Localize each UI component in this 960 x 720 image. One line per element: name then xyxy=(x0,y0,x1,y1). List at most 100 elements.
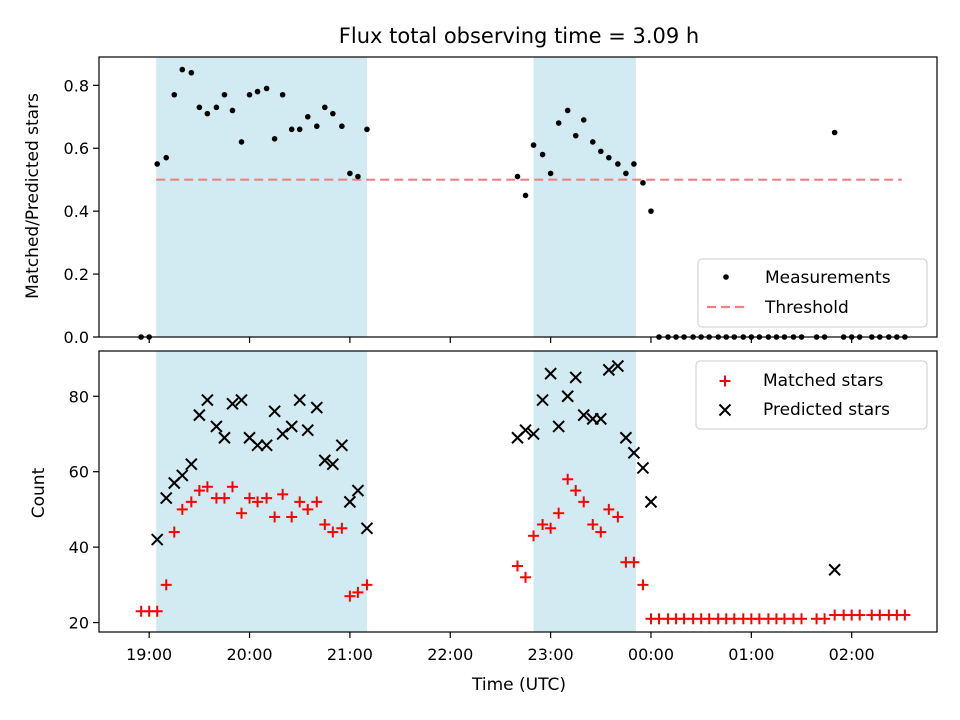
matched-star-point xyxy=(528,530,540,542)
predicted-star-point xyxy=(335,439,349,452)
predicted-star-point-b xyxy=(251,439,264,452)
measurement-point xyxy=(179,66,186,73)
measurement-point xyxy=(254,88,261,95)
measurement-point xyxy=(229,107,236,114)
count-y-tick-label: 20 xyxy=(69,614,89,633)
predicted-star-point xyxy=(176,469,189,482)
predicted-star-point xyxy=(351,484,365,497)
matched-star-point xyxy=(201,481,213,493)
matched-star-point xyxy=(261,492,273,504)
count-y-tick-label: 80 xyxy=(69,387,89,406)
predicted-star-point xyxy=(326,457,340,471)
measurement-point xyxy=(213,104,220,111)
x-axis-label: Time (UTC) xyxy=(471,675,566,695)
predicted-star-point xyxy=(577,408,590,422)
measurement-point xyxy=(572,132,579,139)
legend-predicted-marker xyxy=(718,403,732,417)
measurement-point xyxy=(868,334,875,340)
measurement-point xyxy=(330,110,336,117)
matched-star-point xyxy=(236,507,248,519)
predicted-star-point xyxy=(627,446,641,460)
measurement-point xyxy=(163,154,170,161)
predicted-star-point xyxy=(611,359,625,373)
count-legend: Matched stars Predicted stars xyxy=(695,360,928,430)
predicted-star-point xyxy=(218,431,231,444)
predicted-star-point-b xyxy=(577,408,590,422)
measurement-point xyxy=(597,148,604,155)
measurement-point xyxy=(539,151,546,158)
measurement-point xyxy=(564,107,571,114)
measurement-point xyxy=(171,91,178,98)
predicted-star-point-b xyxy=(611,359,625,373)
ratio-legend-box xyxy=(697,258,928,328)
predicted-star-point xyxy=(293,393,306,407)
ratio-y-axis-label: Matched/Predicted stars xyxy=(23,93,43,299)
measurement-point xyxy=(615,161,621,167)
predicted-star-point-b xyxy=(193,408,206,422)
predicted-star-point xyxy=(569,371,582,384)
matched-star-point xyxy=(587,519,599,531)
measurement-point xyxy=(798,334,805,340)
matched-star-point xyxy=(269,511,281,523)
measurement-point xyxy=(288,126,295,133)
count-observing-span xyxy=(533,351,636,632)
measurement-point xyxy=(831,129,838,136)
measurement-point xyxy=(221,91,228,98)
matched-star-point xyxy=(899,609,911,621)
predicted-star-point-b xyxy=(235,393,248,407)
measurement-point xyxy=(731,334,738,340)
measurement-point xyxy=(580,117,587,123)
predicted-star-point-b xyxy=(569,371,582,384)
measurement-point xyxy=(876,334,883,340)
matched-star-point xyxy=(553,507,565,519)
predicted-star-point-b xyxy=(351,484,365,497)
measurement-point xyxy=(347,170,353,177)
matched-star-point xyxy=(796,613,808,625)
predicted-star-point xyxy=(552,420,565,433)
predicted-star-point-b xyxy=(636,461,650,475)
count-y-tick-label: 40 xyxy=(69,538,89,557)
predicted-star-point-b xyxy=(160,491,173,505)
ratio-y-tick-label: 0.4 xyxy=(64,202,89,221)
measurement-point xyxy=(279,91,286,98)
legend-measurements-label: Measurements xyxy=(765,268,891,288)
count-y-tick-label: 60 xyxy=(69,463,89,482)
matched-star-point xyxy=(361,579,373,591)
predicted-star-point xyxy=(527,427,540,441)
predicted-star-point-b xyxy=(151,533,164,546)
measurement-point xyxy=(304,113,311,120)
measurement-point xyxy=(821,334,828,340)
x-tick-label: 23:00 xyxy=(528,645,574,664)
predicted-star-point xyxy=(310,401,323,414)
measurement-point xyxy=(263,85,270,92)
measurement-point xyxy=(665,334,671,340)
measurement-point xyxy=(522,192,529,199)
predicted-star-point xyxy=(301,424,314,437)
matched-star-point xyxy=(244,492,256,504)
matched-star-point xyxy=(344,590,356,602)
predicted-star-point xyxy=(536,393,549,407)
measurement-point xyxy=(886,334,892,340)
predicted-star-point-b xyxy=(268,405,281,418)
matched-star-point xyxy=(286,511,298,523)
predicted-star-point-b xyxy=(602,363,616,377)
measurement-point xyxy=(894,334,900,340)
measurement-point xyxy=(706,334,712,340)
predicted-star-point-b xyxy=(285,420,298,433)
predicted-star-point-b xyxy=(293,393,306,407)
measurement-point xyxy=(813,334,820,340)
chart-title: Flux total observing time = 3.09 h xyxy=(339,24,699,48)
matched-star-point xyxy=(628,556,640,568)
measurement-point xyxy=(698,334,704,340)
predicted-star-point-b xyxy=(218,431,231,444)
measurement-point xyxy=(138,334,144,340)
matched-star-point xyxy=(578,496,590,508)
matched-star-point xyxy=(160,579,172,591)
predicted-star-point xyxy=(268,405,281,418)
measurement-point xyxy=(765,334,772,340)
legend-matched-label: Matched stars xyxy=(763,371,883,391)
predicted-star-point-b xyxy=(552,420,565,433)
measurement-point xyxy=(840,334,847,340)
predicted-star-point xyxy=(260,439,273,452)
legend-threshold-label: Threshold xyxy=(764,298,849,318)
